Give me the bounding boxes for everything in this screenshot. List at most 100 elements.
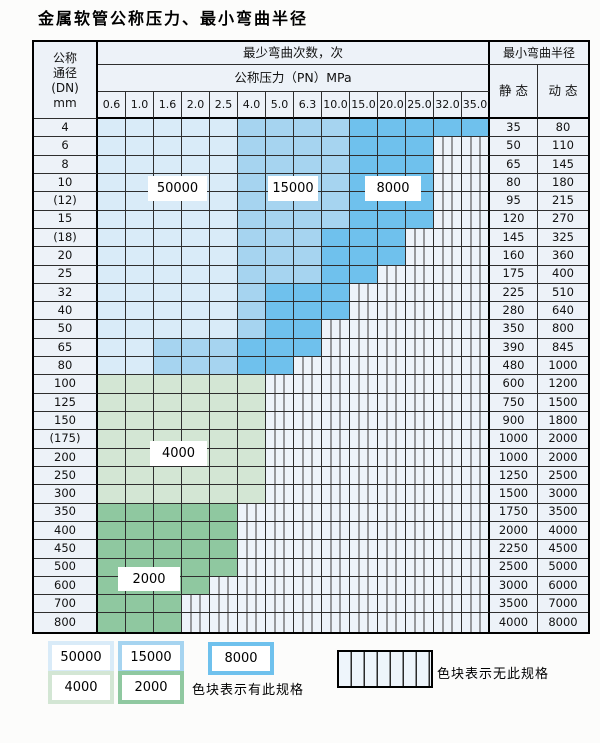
pn-value-32.0: 32.0 <box>434 92 462 119</box>
dn-cell-250: 250 <box>34 466 98 486</box>
dynamic-radius-400: 4000 <box>538 521 588 541</box>
spec-80-1.6 <box>154 357 182 376</box>
spec-100-35.0 <box>462 375 490 394</box>
spec-200-6.3 <box>294 448 322 467</box>
static-radius-65: 390 <box>490 338 538 358</box>
spec-350-2.0 <box>182 503 210 522</box>
pn-value-2.5: 2.5 <box>210 92 238 119</box>
spec-4-10.0 <box>322 119 350 138</box>
spec-40-0.6 <box>98 302 126 321</box>
spec-40-2.5 <box>210 302 238 321</box>
spec-400-6.3 <box>294 521 322 541</box>
spec-40-10.0 <box>322 302 350 321</box>
spec-50-5.0 <box>266 320 294 339</box>
spec-400-10.0 <box>322 521 350 541</box>
dynamic-radius-65: 845 <box>538 338 588 358</box>
dynamic-radius-4: 80 <box>538 119 588 138</box>
static-radius-50: 350 <box>490 320 538 339</box>
spec-500-32.0 <box>434 558 462 577</box>
spec-700-5.0 <box>266 595 294 614</box>
spec-25-35.0 <box>462 265 490 284</box>
spec-100-0.6 <box>98 375 126 394</box>
bend-count-header: 最少弯曲次数，次 <box>98 42 490 65</box>
spec-100-20.0 <box>378 375 406 394</box>
spec-700-1.6 <box>154 595 182 614</box>
dn-cell-300: 300 <box>34 485 98 504</box>
spec-65-25.0 <box>406 338 434 358</box>
spec-700-2.5 <box>210 595 238 614</box>
dynamic-radius-350: 3500 <box>538 503 588 522</box>
spec-15-6.3 <box>294 210 322 229</box>
dn-cell-25: 25 <box>34 265 98 284</box>
spec-8-4.0 <box>238 155 266 174</box>
spec-250-1.0 <box>126 466 154 486</box>
spec-(18)-25.0 <box>406 228 434 248</box>
spec-700-15.0 <box>350 595 378 614</box>
spec-32-2.5 <box>210 283 238 303</box>
spec-32-4.0 <box>238 283 266 303</box>
spec-150-5.0 <box>266 412 294 431</box>
spec-10-32.0 <box>434 173 462 193</box>
spec-32-6.3 <box>294 283 322 303</box>
spec-50-35.0 <box>462 320 490 339</box>
spec-32-20.0 <box>378 283 406 303</box>
spec-8-25.0 <box>406 155 434 174</box>
spec-(175)-10.0 <box>322 430 350 449</box>
spec-250-4.0 <box>238 466 266 486</box>
spec-350-10.0 <box>322 503 350 522</box>
spec-450-15.0 <box>350 540 378 559</box>
spec-300-32.0 <box>434 485 462 504</box>
spec-500-4.0 <box>238 558 266 577</box>
spec-(18)-2.0 <box>182 228 210 248</box>
spec-600-32.0 <box>434 576 462 596</box>
spec-125-2.5 <box>210 393 238 412</box>
spec-100-4.0 <box>238 375 266 394</box>
spec-4-25.0 <box>406 119 434 138</box>
dn-cell-20: 20 <box>34 247 98 266</box>
dynamic-radius-8: 145 <box>538 155 588 174</box>
spec-(12)-32.0 <box>434 192 462 211</box>
spec-300-25.0 <box>406 485 434 504</box>
dynamic-radius-20: 360 <box>538 247 588 266</box>
spec-80-25.0 <box>406 357 434 376</box>
spec-6-35.0 <box>462 137 490 156</box>
spec-350-6.3 <box>294 503 322 522</box>
spec-300-6.3 <box>294 485 322 504</box>
spec-25-5.0 <box>266 265 294 284</box>
spec-450-0.6 <box>98 540 126 559</box>
spec-250-25.0 <box>406 466 434 486</box>
spec-450-1.6 <box>154 540 182 559</box>
spec-(18)-4.0 <box>238 228 266 248</box>
spec-8-5.0 <box>266 155 294 174</box>
spec-800-25.0 <box>406 613 434 632</box>
spec-600-10.0 <box>322 576 350 596</box>
spec-400-2.5 <box>210 521 238 541</box>
static-radius-25: 175 <box>490 265 538 284</box>
dynamic-radius-450: 4500 <box>538 540 588 559</box>
spec-65-4.0 <box>238 338 266 358</box>
spec-800-35.0 <box>462 613 490 632</box>
spec-25-6.3 <box>294 265 322 284</box>
spec-125-25.0 <box>406 393 434 412</box>
spec-15-15.0 <box>350 210 378 229</box>
spec-150-10.0 <box>322 412 350 431</box>
spec-40-32.0 <box>434 302 462 321</box>
spec-50-25.0 <box>406 320 434 339</box>
spec-50-6.3 <box>294 320 322 339</box>
spec-40-20.0 <box>378 302 406 321</box>
spec-(18)-10.0 <box>322 228 350 248</box>
spec-400-2.0 <box>182 521 210 541</box>
static-radius-10: 80 <box>490 173 538 193</box>
spec-32-5.0 <box>266 283 294 303</box>
cycles-label-50000: 50000 <box>148 176 207 201</box>
spec-350-20.0 <box>378 503 406 522</box>
dn-cell-40: 40 <box>34 302 98 321</box>
spec-50-0.6 <box>98 320 126 339</box>
spec-100-1.6 <box>154 375 182 394</box>
spec-700-35.0 <box>462 595 490 614</box>
spec-125-4.0 <box>238 393 266 412</box>
spec-200-20.0 <box>378 448 406 467</box>
spec-6-2.5 <box>210 137 238 156</box>
spec-6-20.0 <box>378 137 406 156</box>
spec-80-35.0 <box>462 357 490 376</box>
